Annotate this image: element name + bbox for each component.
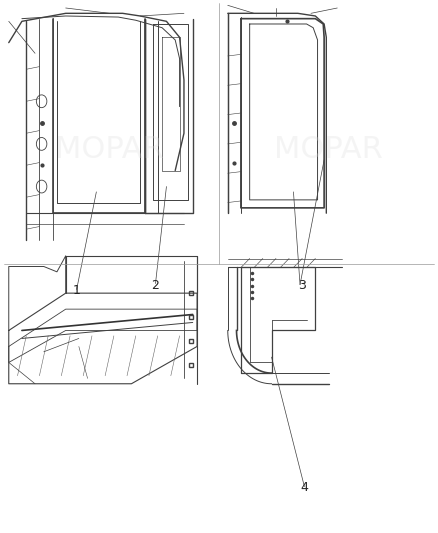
Text: 3: 3 bbox=[298, 279, 306, 292]
Text: 4: 4 bbox=[300, 481, 308, 494]
Text: 1: 1 bbox=[73, 284, 81, 297]
Text: MOPAR: MOPAR bbox=[55, 135, 164, 164]
Text: 2: 2 bbox=[152, 279, 159, 292]
Text: MOPAR: MOPAR bbox=[274, 135, 383, 164]
